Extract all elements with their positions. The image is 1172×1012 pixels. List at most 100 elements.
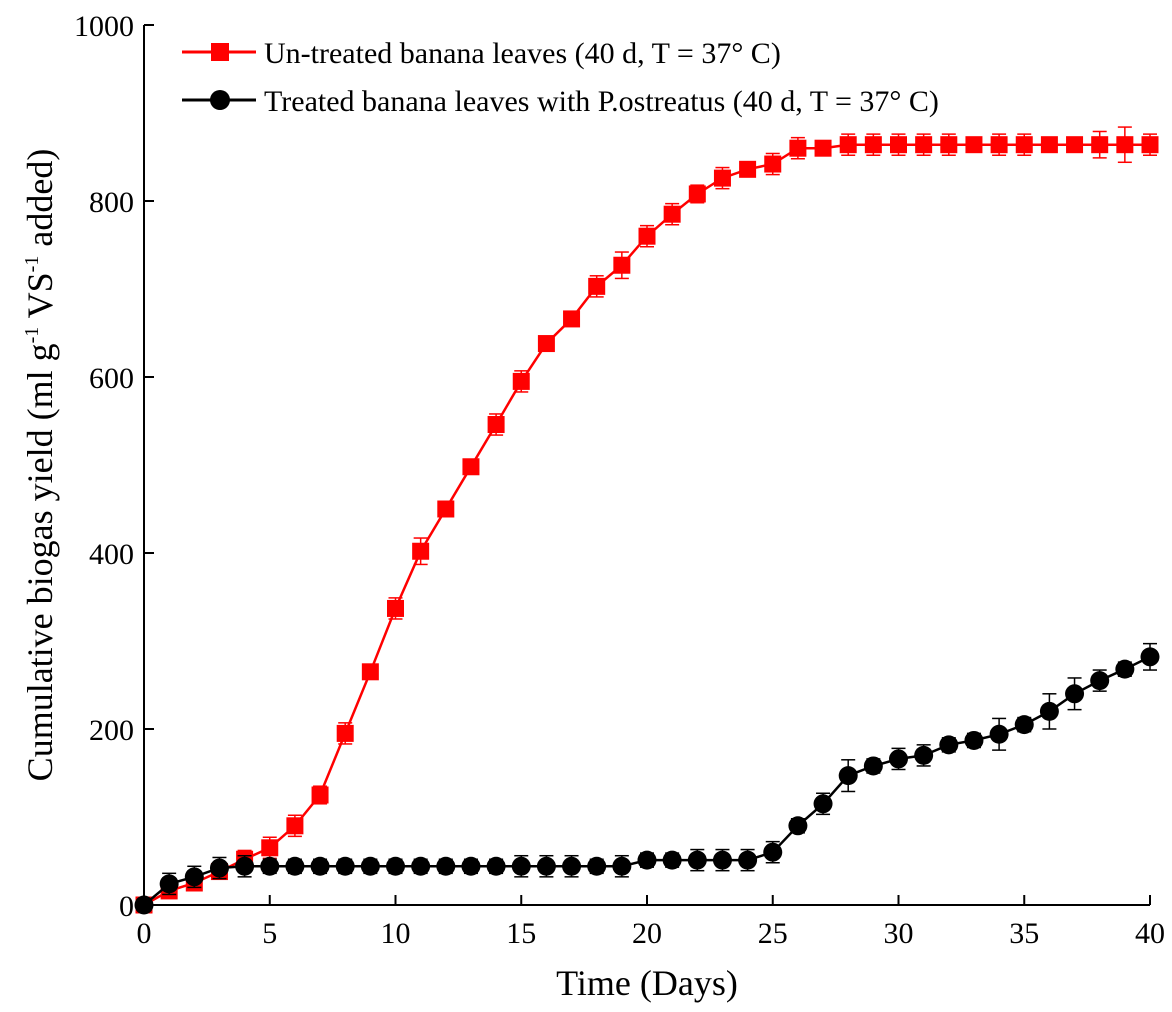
data-point [461, 856, 481, 876]
data-point [1140, 647, 1160, 667]
data-point [462, 458, 480, 476]
data-point [839, 136, 857, 154]
data-point [738, 850, 758, 870]
data-point [1141, 136, 1159, 154]
data-point [588, 277, 606, 295]
data-point [712, 850, 732, 870]
data-point [863, 756, 883, 776]
x-tick-label: 25 [758, 917, 788, 950]
data-point [286, 817, 304, 835]
data-point [940, 136, 958, 154]
data-point [486, 856, 506, 876]
data-point [989, 724, 1009, 744]
y-tick-label: 400 [89, 538, 134, 571]
legend: Un-treated banana leaves (40 d, T = 37° … [182, 37, 939, 118]
data-point [562, 856, 582, 876]
x-tick-label: 35 [1009, 917, 1039, 950]
data-point [890, 136, 907, 154]
data-point [1040, 136, 1058, 154]
data-point [310, 856, 330, 876]
data-point [261, 839, 279, 857]
plot-area [134, 126, 1160, 915]
data-point [361, 663, 379, 681]
legend-label-treated: Treated banana leaves with P.ostreatus (… [264, 85, 939, 118]
data-point [512, 372, 530, 390]
x-tick-label: 30 [884, 917, 914, 950]
data-point [990, 136, 1008, 154]
data-point [537, 335, 555, 353]
data-point [134, 895, 154, 915]
data-point [436, 856, 456, 876]
data-point [612, 856, 632, 876]
data-point [763, 842, 783, 862]
data-point [412, 542, 430, 560]
y-tick-label: 1000 [74, 10, 134, 43]
data-point [260, 856, 280, 876]
data-point [864, 136, 882, 154]
data-point [563, 310, 581, 328]
data-point [788, 816, 808, 836]
data-point [789, 139, 807, 157]
data-point [1116, 136, 1134, 154]
data-point [813, 794, 833, 814]
legend-marker-untreated [211, 43, 229, 61]
series-line-untreated [143, 143, 1150, 907]
y-axis-title: Cumulative biogas yield (ml g-1 VS-1 add… [20, 149, 60, 782]
data-point [285, 856, 305, 876]
data-point [1090, 671, 1110, 691]
data-point [387, 599, 404, 617]
series-untreated [135, 126, 1159, 914]
data-point [437, 500, 455, 518]
data-point [1115, 659, 1135, 679]
y-tick-label: 800 [89, 186, 134, 219]
legend-item-treated: Treated banana leaves with P.ostreatus (… [182, 85, 939, 118]
data-point [209, 858, 229, 878]
data-point [914, 745, 934, 765]
data-point [411, 856, 431, 876]
x-tick-label: 0 [137, 917, 152, 950]
data-point [964, 730, 984, 750]
data-point [663, 205, 681, 223]
data-point [687, 850, 707, 870]
data-point [536, 856, 556, 876]
x-tick-label: 5 [262, 917, 277, 950]
data-point [235, 856, 255, 876]
data-point [814, 139, 832, 157]
data-point [688, 185, 706, 203]
legend-marker-treated [210, 90, 230, 110]
data-point [939, 735, 959, 755]
data-point [311, 786, 329, 804]
data-point [915, 136, 933, 154]
x-tick-label: 40 [1135, 917, 1165, 950]
data-point [1015, 136, 1033, 154]
x-tick-label: 10 [381, 917, 411, 950]
data-point [613, 256, 631, 274]
data-point [1091, 136, 1109, 154]
x-tick-label: 15 [506, 917, 536, 950]
series-treated [134, 642, 1160, 915]
data-point [965, 136, 983, 154]
data-point [184, 867, 204, 887]
data-point [587, 856, 607, 876]
data-point [1014, 715, 1034, 735]
data-point [838, 766, 858, 786]
data-point [1066, 136, 1084, 154]
x-tick-label: 20 [632, 917, 662, 950]
data-point [662, 850, 682, 870]
data-point [335, 856, 355, 876]
data-point [487, 416, 505, 434]
data-point [336, 724, 354, 742]
data-point [360, 856, 380, 876]
y-tick-label: 600 [89, 362, 134, 395]
y-tick-label: 0 [119, 890, 134, 923]
data-point [159, 874, 179, 894]
data-point [1065, 684, 1085, 704]
x-axis-title: Time (Days) [556, 963, 738, 1003]
data-point [764, 155, 782, 173]
data-point [386, 856, 405, 876]
data-point [889, 749, 908, 769]
data-point [1039, 701, 1059, 721]
data-point [637, 850, 657, 870]
legend-item-untreated: Un-treated banana leaves (40 d, T = 37° … [182, 37, 781, 70]
